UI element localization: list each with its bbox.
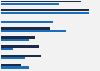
Bar	[1, 30, 66, 32]
Bar	[1, 9, 89, 11]
Bar	[1, 0, 81, 2]
Bar	[1, 36, 35, 39]
Bar	[1, 21, 53, 23]
Bar	[1, 46, 39, 48]
Bar	[1, 12, 89, 14]
Bar	[1, 57, 25, 59]
Bar	[1, 66, 29, 69]
Bar	[1, 39, 29, 41]
Bar	[1, 3, 59, 5]
Bar	[1, 55, 41, 57]
Bar	[1, 48, 13, 50]
Bar	[1, 27, 50, 30]
Bar	[1, 64, 21, 66]
